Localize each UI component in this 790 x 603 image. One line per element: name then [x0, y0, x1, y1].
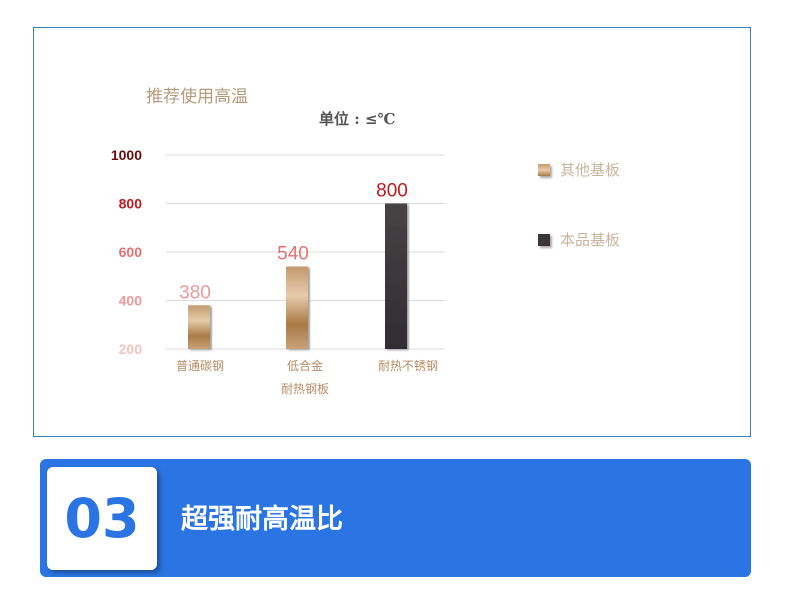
data-label: 800	[376, 181, 408, 202]
y-tick-label: 200	[119, 341, 143, 357]
legend-label: 本品基板	[560, 231, 621, 249]
chart-frame	[33, 27, 751, 437]
x-tick-label: 低合金	[287, 358, 323, 373]
y-tick-label: 800	[119, 196, 143, 212]
x-tick-label: 耐热不锈钢	[378, 359, 438, 373]
bar	[286, 266, 308, 349]
section-banner: 03 超强耐高温比	[40, 459, 751, 577]
x-tick-label: 普通碳钢	[176, 359, 224, 373]
legend-label: 其他基板	[560, 161, 621, 179]
legend-swatch-icon	[538, 233, 550, 246]
bar	[385, 203, 407, 349]
section-number: 03	[47, 467, 157, 570]
y-tick-label: 600	[119, 244, 143, 260]
data-label: 380	[179, 282, 211, 303]
bar	[188, 305, 210, 349]
y-tick-label: 400	[119, 293, 143, 309]
legend-item-other: 其他基板	[538, 159, 620, 180]
section-title: 超强耐高温比	[181, 504, 343, 535]
chart-title: 推荐使用高温	[146, 87, 248, 107]
data-label: 540	[277, 244, 309, 265]
legend-swatch-icon	[538, 163, 550, 176]
unit-label: 单位 : ≤℃	[319, 110, 396, 128]
x-tick-label: 耐热钢板	[281, 382, 329, 396]
legend-item-ours: 本品基板	[538, 229, 620, 250]
y-tick-label: 1000	[111, 147, 142, 163]
